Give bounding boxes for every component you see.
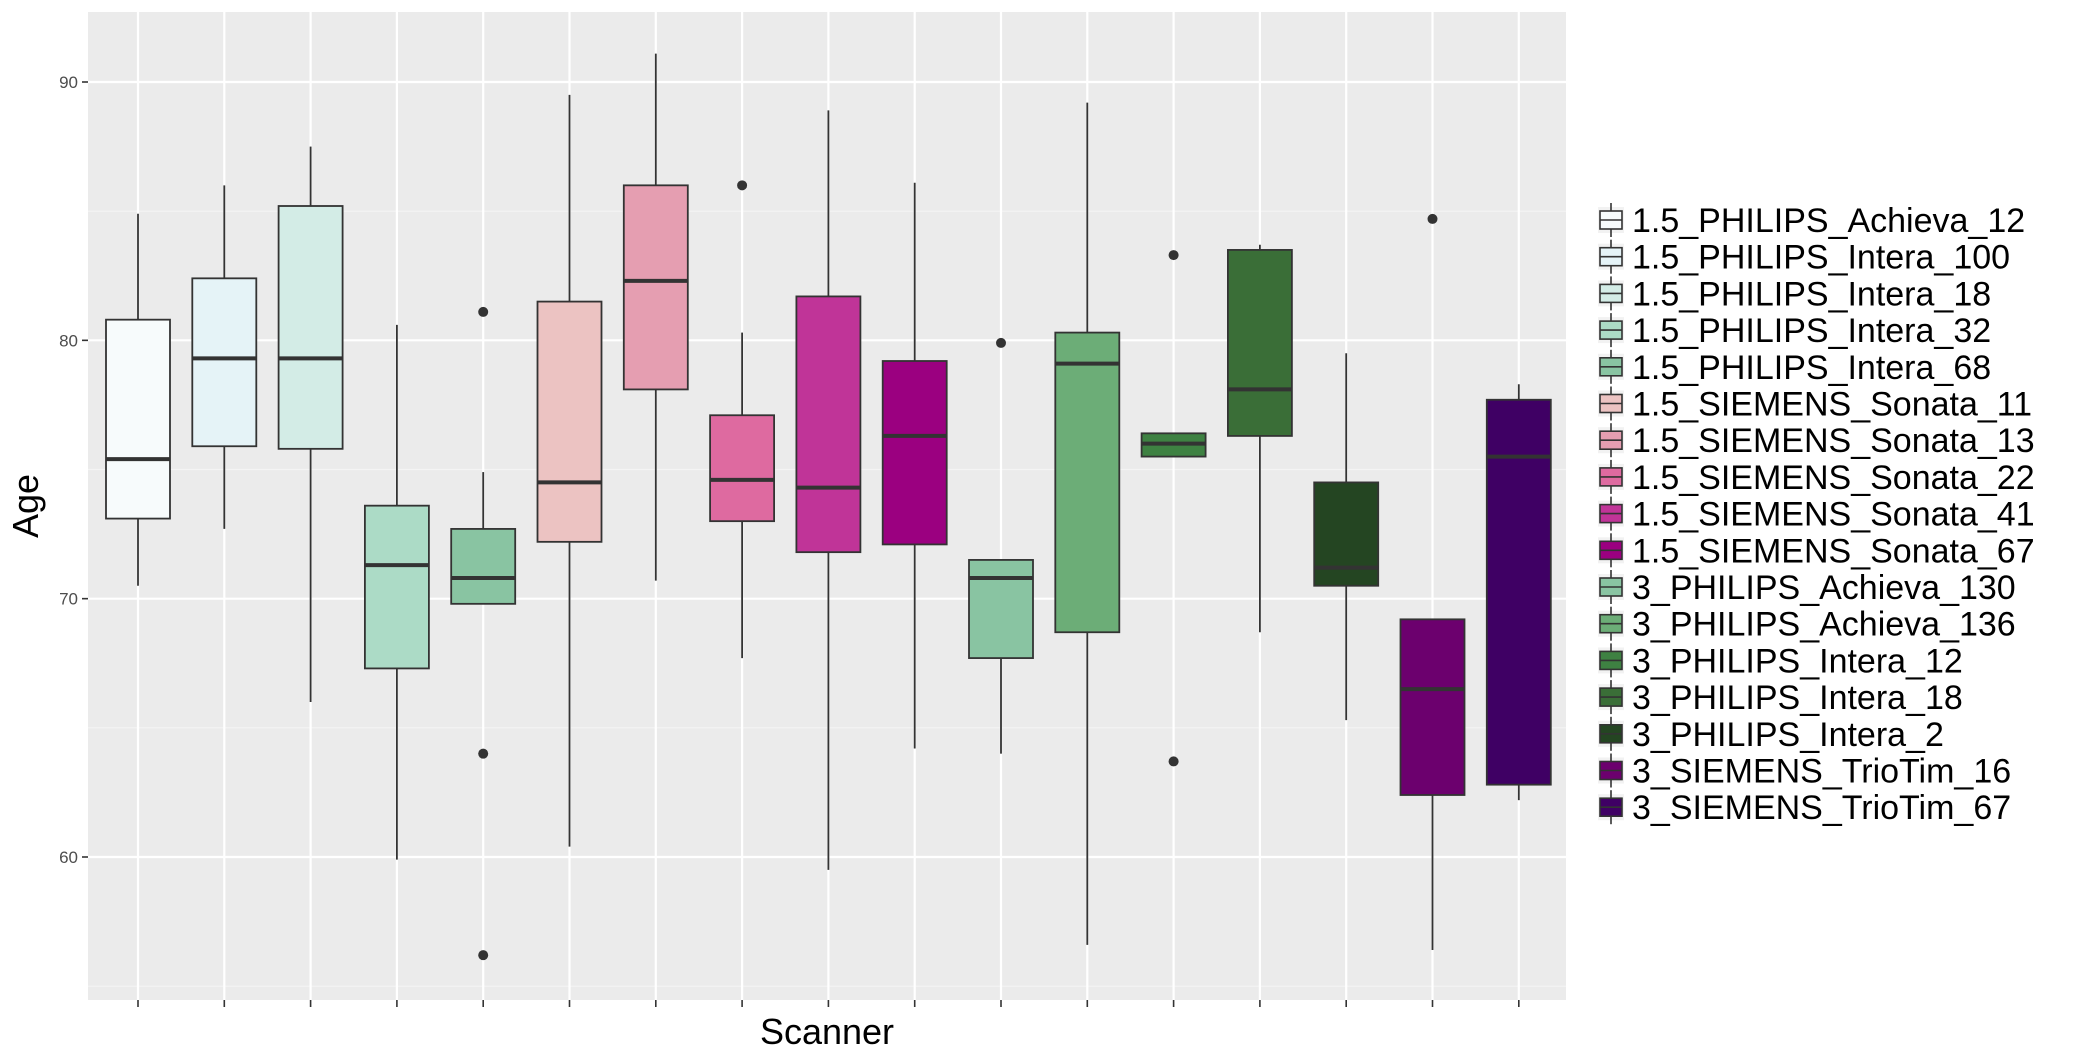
outlier-point <box>737 180 748 191</box>
legend-label: 3_PHILIPS_Intera_12 <box>1632 642 1963 680</box>
legend-item: 1.5_PHILIPS_Achieva_12 <box>1598 202 2025 240</box>
legend-label: 1.5_SIEMENS_Sonata_67 <box>1632 532 2035 570</box>
outlier-point <box>478 306 489 317</box>
legend-item: 3_PHILIPS_Intera_18 <box>1598 679 1963 717</box>
box-1.5_SIEMENS_Sonata_22 <box>709 180 775 659</box>
iqr-box <box>1313 481 1380 587</box>
box-3_PHILIPS_Intera_18 <box>1227 244 1293 633</box>
box-layer <box>105 53 1552 961</box>
iqr-box <box>105 318 171 520</box>
iqr-box <box>1054 331 1121 634</box>
legend-label: 3_SIEMENS_TrioTim_67 <box>1632 789 2011 827</box>
iqr-box <box>968 559 1034 659</box>
outlier-point <box>1168 756 1179 767</box>
outlier-point <box>1427 213 1438 224</box>
legend-item: 3_SIEMENS_TrioTim_67 <box>1598 789 2011 827</box>
iqr-box <box>881 360 948 546</box>
y-tick-label: 80 <box>59 331 78 350</box>
legend-label: 1.5_SIEMENS_Sonata_41 <box>1632 496 2035 534</box>
legend-label: 1.5_SIEMENS_Sonata_13 <box>1632 422 2035 460</box>
iqr-box <box>536 300 603 543</box>
legend-label: 3_PHILIPS_Achieva_130 <box>1632 569 2016 607</box>
iqr-box <box>1485 398 1552 786</box>
legend-item: 1.5_PHILIPS_Intera_32 <box>1598 312 1991 350</box>
iqr-box <box>1227 249 1293 437</box>
legend-item: 1.5_PHILIPS_Intera_18 <box>1598 275 1991 313</box>
box-3_PHILIPS_Intera_2 <box>1313 353 1380 721</box>
box-1.5_SIEMENS_Sonata_41 <box>795 110 862 870</box>
box-1.5_SIEMENS_Sonata_67 <box>881 182 948 749</box>
outlier-point <box>1168 250 1179 261</box>
legend-item: 3_PHILIPS_Achieva_136 <box>1598 606 2016 644</box>
legend-label: 1.5_PHILIPS_Intera_100 <box>1632 239 2010 277</box>
y-axis-title: Age <box>5 474 46 538</box>
box-3_PHILIPS_Intera_12 <box>1140 250 1207 767</box>
box-3_PHILIPS_Achieva_136 <box>1054 102 1121 945</box>
legend-label: 1.5_SIEMENS_Sonata_11 <box>1632 386 2032 424</box>
legend-label: 3_PHILIPS_Intera_18 <box>1632 679 1963 717</box>
iqr-box <box>277 205 344 450</box>
legend-item: 3_PHILIPS_Intera_2 <box>1598 716 1944 754</box>
y-tick-label: 60 <box>59 848 78 867</box>
legend-item: 1.5_PHILIPS_Intera_68 <box>1598 349 1991 387</box>
legend-item: 1.5_PHILIPS_Intera_100 <box>1598 239 2010 277</box>
iqr-box <box>709 414 775 523</box>
iqr-box <box>1399 618 1466 796</box>
box-1.5_PHILIPS_Intera_100 <box>191 185 258 529</box>
iqr-box <box>363 504 430 670</box>
legend-item: 1.5_SIEMENS_Sonata_22 <box>1598 459 2035 497</box>
outlier-point <box>478 748 489 759</box>
axis-layer: 60 70 80 90 <box>59 73 1520 1007</box>
legend-label: 1.5_PHILIPS_Intera_18 <box>1632 275 1991 313</box>
x-axis-title: Scanner <box>760 1011 894 1050</box>
box-1.5_PHILIPS_Intera_68 <box>450 306 517 961</box>
legend-item: 1.5_SIEMENS_Sonata_11 <box>1598 386 2032 424</box>
legend-label: 3_PHILIPS_Intera_2 <box>1632 716 1944 754</box>
box-1.5_SIEMENS_Sonata_13 <box>622 53 689 581</box>
box-3_PHILIPS_Achieva_130 <box>968 337 1034 754</box>
legend-label: 1.5_PHILIPS_Intera_68 <box>1632 349 1991 387</box>
iqr-box <box>622 184 689 391</box>
legend-item: 1.5_SIEMENS_Sonata_67 <box>1598 532 2035 570</box>
outlier-point <box>996 337 1006 348</box>
legend-label: 1.5_PHILIPS_Achieva_12 <box>1632 202 2025 240</box>
legend-item: 1.5_SIEMENS_Sonata_13 <box>1598 422 2035 460</box>
box-3_SIEMENS_TrioTim_16 <box>1399 213 1466 950</box>
box-1.5_PHILIPS_Intera_18 <box>277 146 344 702</box>
box-1.5_PHILIPS_Achieva_12 <box>105 213 171 586</box>
y-tick-label: 90 <box>59 73 78 92</box>
legend-label: 3_PHILIPS_Achieva_136 <box>1632 606 2016 644</box>
box-1.5_SIEMENS_Sonata_11 <box>536 94 603 847</box>
legend-label: 3_SIEMENS_TrioTim_16 <box>1632 753 2011 791</box>
legend-label: 1.5_SIEMENS_Sonata_22 <box>1632 459 2035 497</box>
legend: 1.5_PHILIPS_Achieva_121.5_PHILIPS_Intera… <box>1598 202 2035 827</box>
outlier-point <box>478 950 489 961</box>
box-3_SIEMENS_TrioTim_67 <box>1485 384 1552 801</box>
iqr-box <box>450 528 517 605</box>
legend-item: 3_PHILIPS_Intera_12 <box>1598 642 1963 680</box>
legend-item: 3_SIEMENS_TrioTim_16 <box>1598 753 2011 791</box>
iqr-box <box>795 295 862 554</box>
y-tick-label: 70 <box>59 590 78 609</box>
iqr-box <box>191 277 258 448</box>
legend-item: 3_PHILIPS_Achieva_130 <box>1598 569 2016 607</box>
legend-label: 1.5_PHILIPS_Intera_32 <box>1632 312 1991 350</box>
box-1.5_PHILIPS_Intera_32 <box>363 324 430 860</box>
legend-item: 1.5_SIEMENS_Sonata_41 <box>1598 496 2035 534</box>
